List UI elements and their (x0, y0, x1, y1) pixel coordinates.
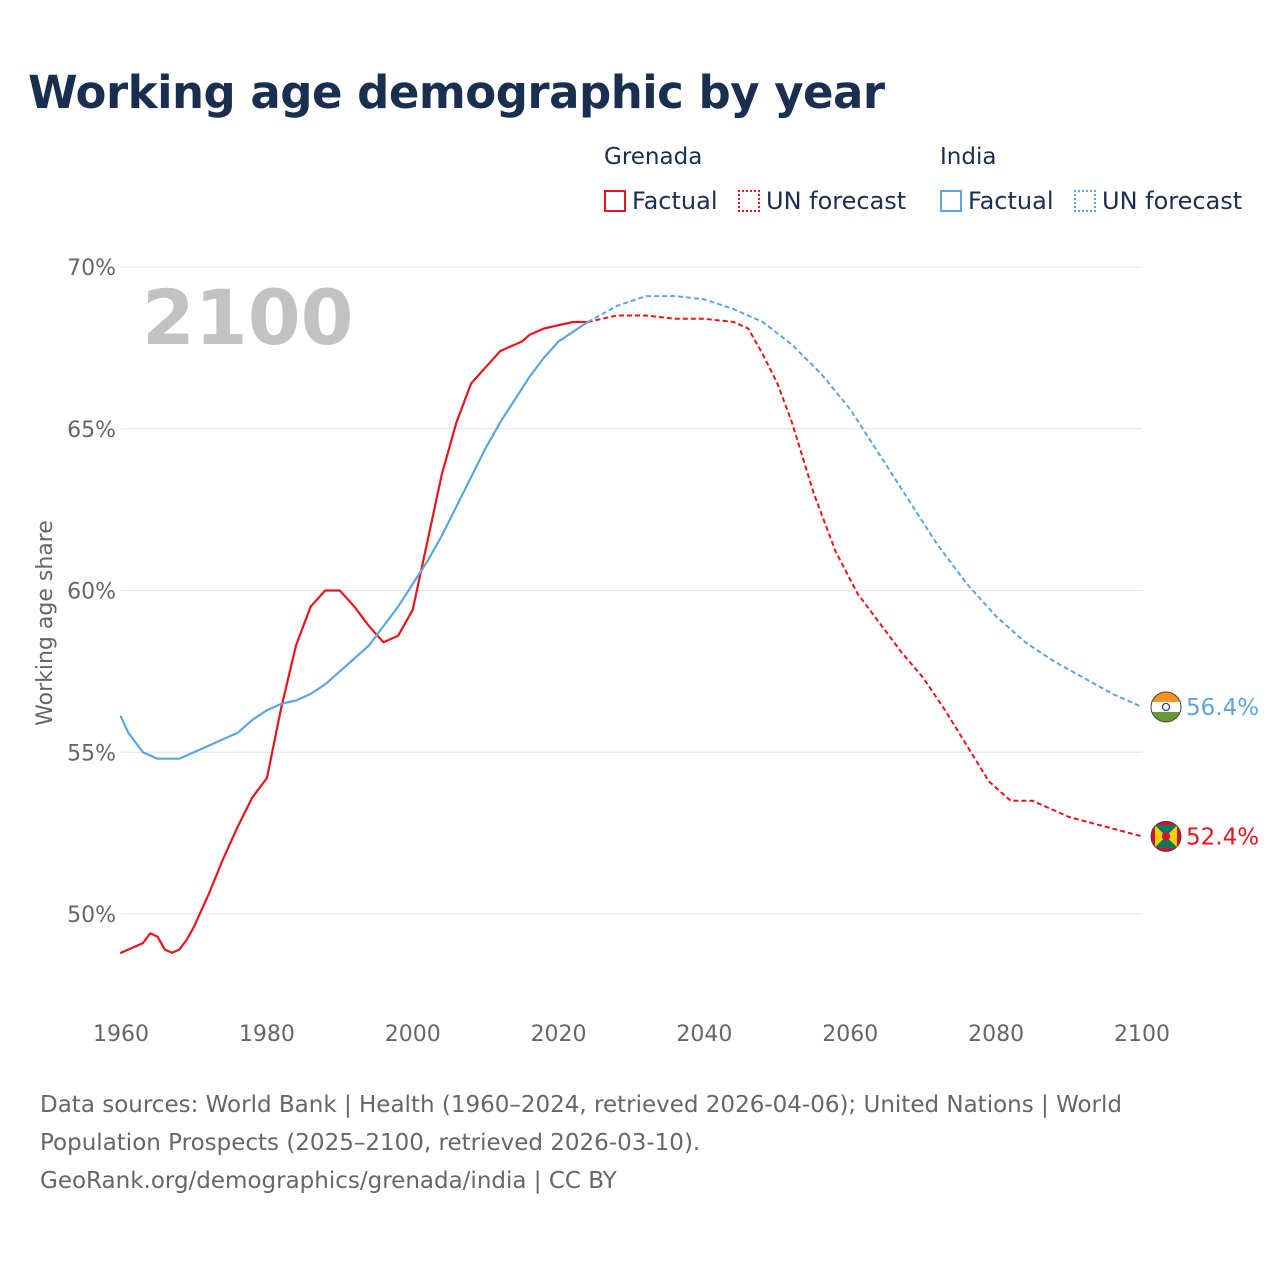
grenada-factual-line (119, 320, 589, 954)
legend-india-factual[interactable]: Factual (940, 186, 1054, 216)
legend-grenada-factual-label: Factual (632, 187, 718, 215)
india-flag-icon (1150, 691, 1182, 723)
footer: Data sources: World Bank | Health (1960–… (40, 1086, 1240, 1200)
x-tick-label: 2100 (1114, 1022, 1170, 1047)
x-tick-label: 1980 (239, 1022, 295, 1047)
x-tick-label: 2040 (676, 1022, 732, 1047)
y-tick-label: 55% (67, 741, 116, 766)
legend-india-forecast-label: UN forecast (1102, 187, 1243, 215)
y-tick-label: 65% (67, 418, 116, 443)
end-markers: 52.4% 56.4% (1150, 691, 1259, 852)
series-layer (119, 295, 1143, 954)
legend-grenada-factual[interactable]: Factual (604, 186, 718, 216)
legend-india-forecast[interactable]: UN forecast (1074, 186, 1242, 216)
x-tick-label: 2000 (385, 1022, 441, 1047)
legend-grenada-forecast-label: UN forecast (766, 187, 907, 215)
chart-title: Working age demographic by year (28, 66, 885, 119)
y-tick-label: 50% (67, 903, 116, 928)
footer-source-line-2: Population Prospects (2025–2100, retriev… (40, 1130, 701, 1156)
year-overlay: 2100 (142, 273, 354, 362)
legend-india-factual-label: Factual (968, 187, 1054, 215)
legend-grenada-factual-swatch (604, 190, 626, 212)
grenada-flag-icon (1150, 820, 1182, 852)
india-factual-line (119, 320, 589, 760)
x-tick-label: 2080 (968, 1022, 1024, 1047)
footer-source-line-1: Data sources: World Bank | Health (1960–… (40, 1092, 1122, 1118)
x-tick-label: 2020 (531, 1022, 587, 1047)
footer-credit: GeoRank.org/demographics/grenada/india |… (40, 1168, 617, 1194)
legend-india-title: India (940, 144, 997, 170)
y-tick-label: 70% (67, 256, 116, 281)
legend-india-factual-swatch (940, 190, 962, 212)
legend-grenada-forecast[interactable]: UN forecast (738, 186, 906, 216)
grid-layer (121, 266, 1142, 915)
x-tick-label: 2060 (822, 1022, 878, 1047)
india-forecast-line (587, 295, 1143, 708)
y-tick-labels: 50% 55% 60% 65% 70% (67, 256, 116, 928)
india-end-value-label: 56.4% (1186, 695, 1259, 721)
y-tick-label: 60% (67, 580, 116, 605)
y-axis-label: Working age share (33, 520, 58, 726)
legend-grenada-forecast-swatch (738, 190, 760, 212)
line-chart: 2100 Working age share 50% 55% 60% 65% 70% 1… (33, 256, 1259, 1047)
x-tick-label: 1960 (93, 1022, 149, 1047)
legend-india-forecast-swatch (1074, 190, 1096, 212)
x-tick-labels: 1960 1980 2000 2020 2040 2060 2080 2100 (93, 1022, 1170, 1047)
legend-grenada-title: Grenada (604, 144, 703, 170)
grenada-end-value-label: 52.4% (1186, 824, 1259, 850)
grenada-forecast-line (587, 314, 1143, 838)
